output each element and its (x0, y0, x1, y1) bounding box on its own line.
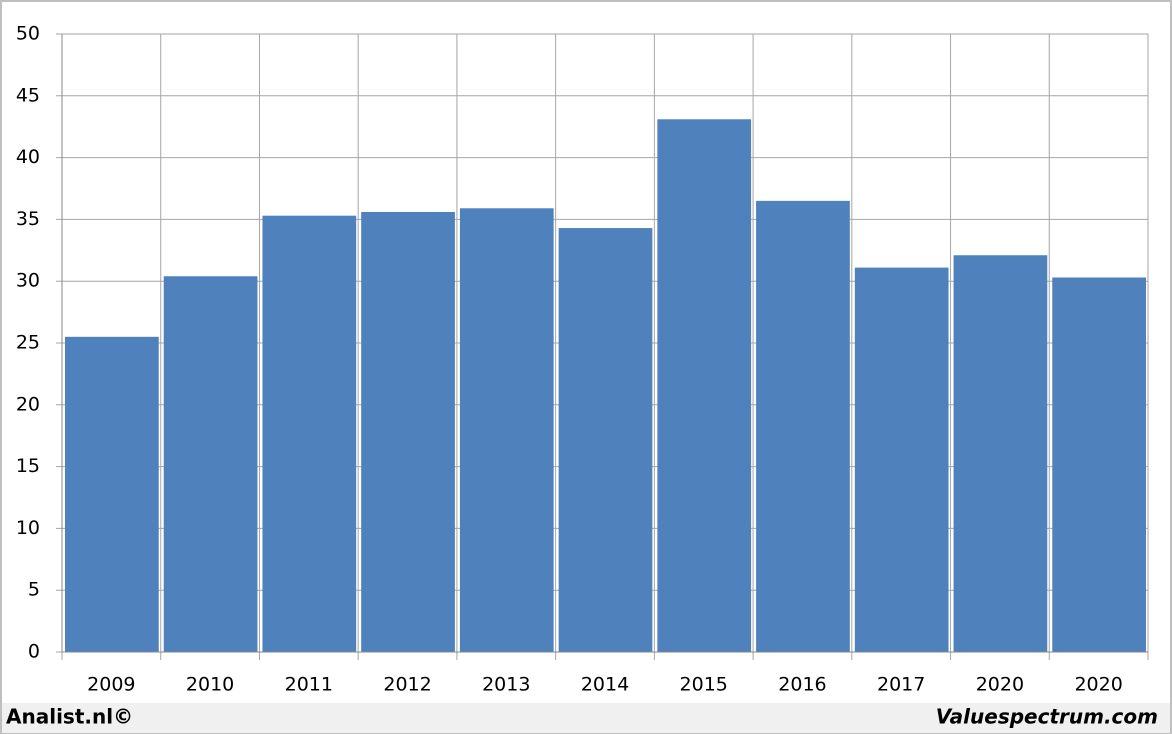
y-tick-label: 50 (16, 23, 40, 45)
x-tick-label: 2017 (877, 674, 925, 696)
y-tick-label: 25 (16, 332, 40, 354)
bar (163, 276, 258, 652)
y-tick-label: 45 (16, 84, 40, 106)
x-tick-label: 2015 (680, 674, 728, 696)
x-tick-label: 2010 (186, 674, 234, 696)
y-tick-label: 5 (28, 579, 40, 601)
bar (854, 267, 949, 652)
x-tick-label: 2014 (581, 674, 629, 696)
y-tick-label: 35 (16, 208, 40, 230)
y-tick-label: 10 (16, 517, 40, 539)
footer-left: Analist.nl© (6, 705, 133, 729)
x-tick-label: 2013 (482, 674, 530, 696)
x-tick-label: 2012 (383, 674, 431, 696)
bar (756, 200, 850, 653)
bar (361, 211, 455, 652)
footer-bar (2, 703, 1170, 733)
x-tick-label: 2020 (976, 674, 1024, 696)
y-tick-label: 15 (16, 455, 40, 477)
y-tick-label: 30 (16, 270, 40, 292)
y-tick-label: 40 (16, 146, 40, 168)
bar (558, 228, 653, 652)
x-tick-label: 2009 (87, 674, 135, 696)
bar (953, 255, 1048, 652)
bar (262, 215, 357, 652)
bar (459, 208, 554, 652)
x-tick-label: 2020 (1074, 674, 1122, 696)
footer-right: Valuespectrum.com (936, 705, 1158, 729)
x-tick-label: 2016 (778, 674, 826, 696)
bar (65, 336, 159, 652)
bar (1052, 277, 1146, 652)
y-tick-label: 0 (28, 641, 40, 663)
y-tick-label: 20 (16, 393, 40, 415)
bar (657, 119, 752, 652)
x-tick-label: 2011 (285, 674, 333, 696)
